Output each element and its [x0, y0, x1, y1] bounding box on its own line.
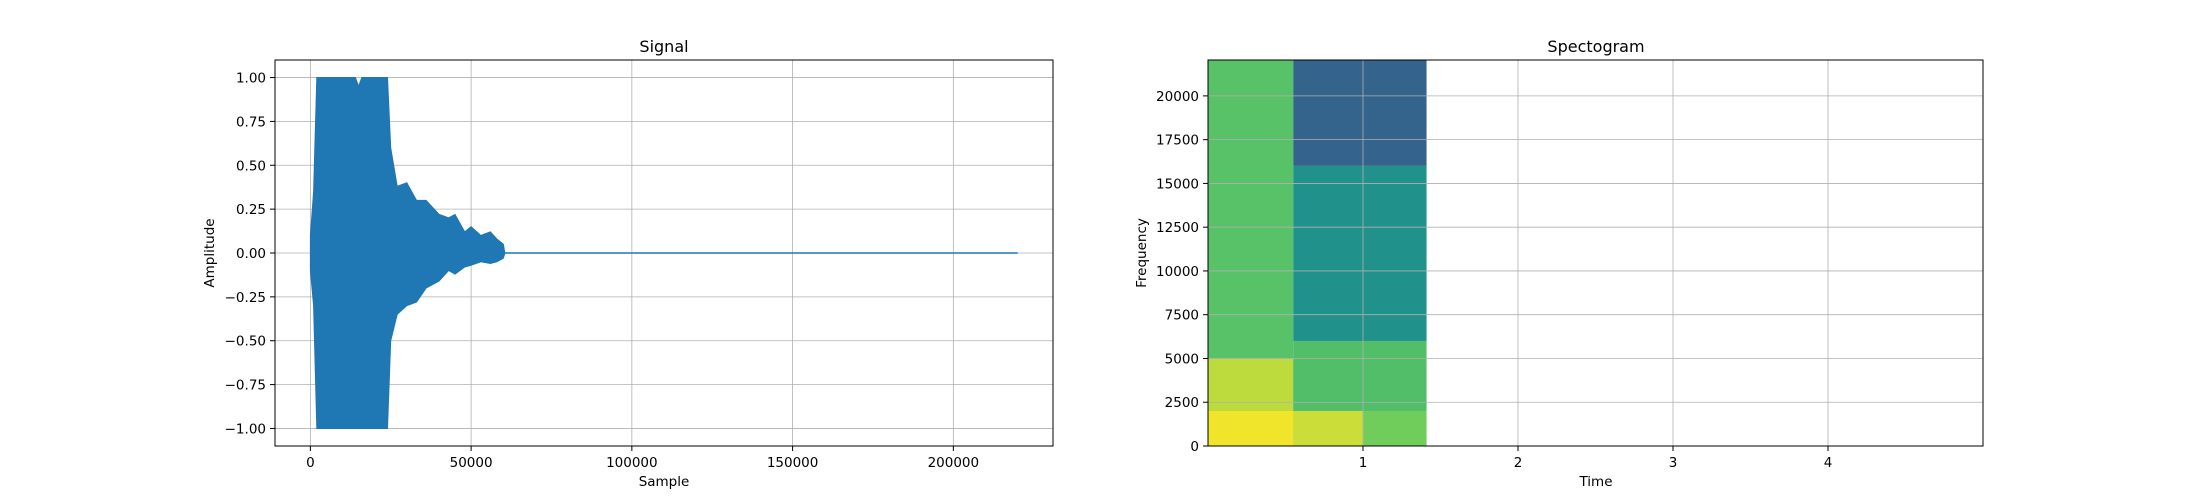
signal-y-tick-label: −0.75 — [225, 378, 266, 394]
spectrogram-plot-area — [1208, 60, 1427, 446]
spectrogram-x-tick-label: 2 — [1514, 455, 1523, 471]
spectrogram-x-tick-label: 1 — [1359, 455, 1368, 471]
spectrogram-cell — [1293, 410, 1363, 446]
signal-axes-frame — [274, 59, 1054, 447]
signal-y-tick-label: −1.00 — [225, 421, 266, 437]
signal-x-tick-label: 50000 — [450, 455, 493, 471]
spectrogram-cell — [1293, 340, 1427, 411]
spectrogram-axes: Spectogram Time Frequency 1 2 3 4 0 2500 5000… — [1134, 37, 1984, 490]
spectrogram-cell — [1208, 410, 1294, 446]
signal-y-tick-label: 0.50 — [236, 158, 266, 174]
signal-y-ticks: −1.00 −0.75 −0.50 −0.25 0.00 0.25 0.50 0.75 1.00 — [225, 71, 275, 437]
spectrogram-y-tick-label: 7500 — [1165, 308, 1199, 324]
spectrogram-title: Spectogram — [1547, 37, 1644, 56]
spectrogram-y-tick-label: 10000 — [1156, 264, 1199, 280]
spectrogram-x-tick-label: 3 — [1669, 455, 1678, 471]
spectrogram-y-tick-label: 2500 — [1165, 395, 1199, 411]
signal-x-tick-label: 150000 — [767, 455, 819, 471]
signal-plot-area — [309, 77, 1018, 429]
spectrogram-cell — [1363, 410, 1427, 446]
signal-x-tick-label: 200000 — [928, 455, 980, 471]
signal-axes: Signal Sample Amplitude 0 50000 100000 1500… — [202, 37, 1054, 490]
spectrogram-ylabel: Frequency — [1134, 218, 1150, 288]
signal-x-tick-label: 0 — [306, 455, 315, 471]
spectrogram-cell — [1293, 165, 1427, 341]
signal-y-tick-label: −0.25 — [225, 290, 266, 306]
spectrogram-y-tick-label: 12500 — [1156, 220, 1199, 236]
spectrogram-y-tick-label: 20000 — [1156, 89, 1199, 105]
spectrogram-y-tick-label: 15000 — [1156, 176, 1199, 192]
signal-xlabel: Sample — [639, 474, 690, 490]
signal-y-tick-label: 0.25 — [236, 202, 266, 218]
spectrogram-x-tick-label: 4 — [1824, 455, 1833, 471]
spectrogram-y-ticks: 0 2500 5000 7500 10000 12500 15000 17500 20000 — [1156, 89, 1208, 455]
signal-ylabel: Amplitude — [202, 218, 218, 287]
spectrogram-y-tick-label: 17500 — [1156, 133, 1199, 149]
spectrogram-y-tick-label: 5000 — [1165, 351, 1199, 367]
signal-title: Signal — [639, 37, 688, 56]
signal-y-tick-label: 0.75 — [236, 114, 266, 130]
signal-x-ticks: 0 50000 100000 150000 200000 — [306, 446, 979, 471]
spectrogram-y-tick-label: 0 — [1190, 439, 1199, 455]
spectrogram-cell — [1293, 60, 1427, 166]
signal-y-tick-label: 0.00 — [236, 246, 266, 262]
signal-y-tick-label: 1.00 — [236, 71, 266, 87]
signal-y-tick-label: −0.50 — [225, 334, 266, 350]
spectrogram-xlabel: Time — [1578, 474, 1612, 490]
signal-x-tick-label: 100000 — [606, 455, 658, 471]
spectrogram-x-ticks: 1 2 3 4 — [1359, 446, 1833, 471]
spectrogram-axes-frame — [1207, 59, 1984, 447]
